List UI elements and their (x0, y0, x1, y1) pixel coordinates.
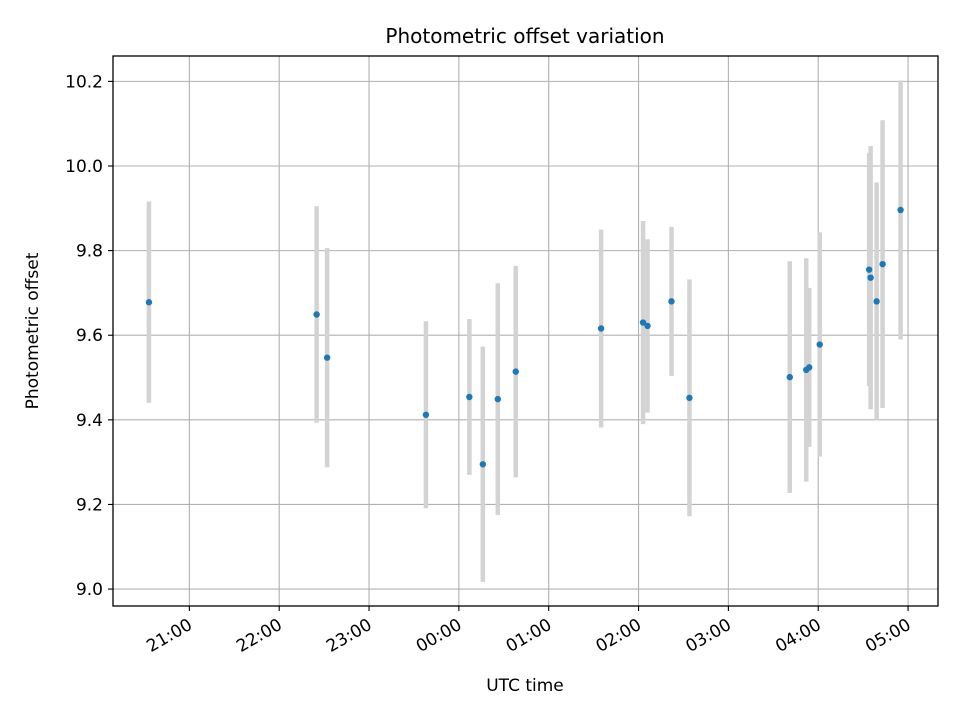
y-tick-label: 9.8 (76, 242, 103, 262)
data-point (786, 373, 793, 381)
data-point (879, 260, 886, 268)
x-axis-title: UTC time (486, 676, 564, 696)
data-point (512, 368, 519, 375)
y-tick-label: 9.6 (76, 326, 103, 346)
plot-area (113, 56, 938, 606)
data-point (668, 298, 675, 305)
data-point (422, 411, 430, 418)
data-point (639, 319, 647, 326)
data-point (897, 206, 904, 214)
data-point (867, 274, 874, 281)
data-point (806, 364, 813, 371)
data-point (323, 354, 331, 361)
data-point (873, 298, 880, 305)
data-points (145, 206, 904, 468)
data-point (686, 394, 693, 402)
plot-frame (112, 55, 939, 607)
data-point (816, 341, 823, 348)
grid (113, 56, 938, 606)
data-point (865, 266, 873, 273)
y-tick-label: 9.0 (76, 580, 103, 600)
data-point (466, 393, 473, 401)
y-tick-label: 9.4 (76, 411, 103, 431)
data-point (597, 325, 605, 332)
y-axis-title: Photometric offset (23, 252, 43, 409)
y-tick-label: 10.0 (65, 157, 103, 177)
data-point (479, 461, 487, 468)
data-point (644, 322, 651, 330)
data-point (313, 311, 320, 318)
y-tick-label: 10.2 (65, 72, 103, 92)
chart-title: Photometric offset variation (385, 24, 664, 48)
data-point (145, 299, 153, 306)
data-point (494, 395, 502, 403)
y-tick-label: 9.2 (76, 495, 103, 515)
